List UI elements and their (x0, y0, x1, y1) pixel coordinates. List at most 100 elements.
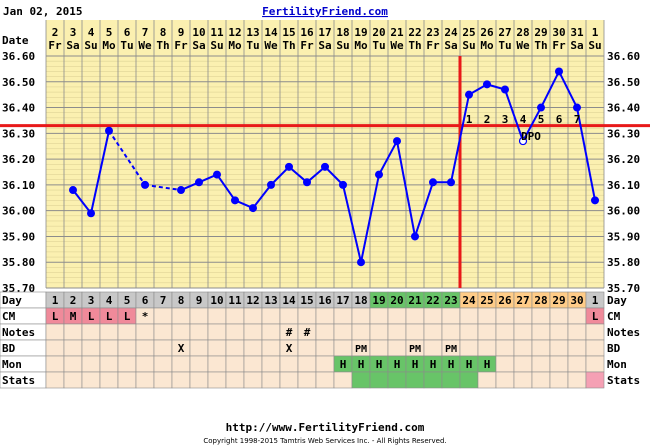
weekday-tick-label: Sa (66, 39, 79, 52)
notes-cell (81, 323, 101, 341)
date-tick-label: 9 (178, 26, 185, 39)
data-point (555, 67, 563, 76)
notes-cell (459, 323, 479, 341)
date-tick-label: 3 (70, 26, 77, 39)
stats-cell (441, 371, 461, 389)
cycle-day-cell-text: 11 (228, 294, 242, 307)
notes-cell (99, 323, 119, 341)
notes-cell (207, 323, 227, 341)
cycle-day-cell-text: 4 (106, 294, 113, 307)
bd-cell (261, 339, 281, 357)
bd-cell-text: PM (355, 344, 367, 355)
cm-cell (513, 307, 533, 325)
cm-cell (189, 307, 209, 325)
cycle-day-cell-text: 19 (372, 294, 385, 307)
row-label-mon: Mon (2, 358, 22, 371)
weekday-tick-label: Tu (120, 39, 133, 52)
notes-cell (171, 323, 191, 341)
stats-cell (117, 371, 137, 389)
notes-cell (243, 323, 263, 341)
cm-cell-text: L (88, 310, 95, 323)
cm-cell-text: L (106, 310, 113, 323)
notes-cell-text: # (286, 326, 293, 339)
series-segment (72, 189, 92, 214)
data-point (483, 80, 491, 89)
y-tick-label-right: 36.10 (607, 179, 640, 192)
bd-cell (297, 339, 317, 357)
mon-cell (261, 355, 281, 373)
site-link[interactable]: FertilityFriend.com (262, 5, 388, 18)
footer-url[interactable]: http://www.FertilityFriend.com (226, 421, 425, 434)
notes-cell (351, 323, 371, 341)
plot-background (46, 20, 604, 288)
stats-cell (387, 371, 407, 389)
series-segment (576, 107, 596, 201)
date-tick-label: 30 (552, 26, 565, 39)
stats-cell (315, 371, 335, 389)
data-point (429, 178, 437, 187)
y-tick-label-left: 36.60 (2, 50, 35, 63)
date-tick-label: 20 (372, 26, 385, 39)
mon-cell-text: H (484, 358, 491, 371)
date-tick-label: 25 (462, 26, 475, 39)
series-segment (540, 71, 560, 109)
bd-cell (495, 339, 515, 357)
mon-cell (171, 355, 191, 373)
date-tick-label: 8 (160, 26, 167, 39)
data-point (141, 180, 149, 189)
bd-cell (117, 339, 137, 357)
cycle-day-cell-text: 7 (160, 294, 167, 307)
data-point (231, 196, 239, 205)
row-label-right-notes: Notes (607, 326, 640, 339)
notes-cell (117, 323, 137, 341)
cycle-day-cell-text: 14 (282, 294, 296, 307)
date-tick-label: 22 (408, 26, 421, 39)
notes-cell (333, 323, 353, 341)
cycle-day-cell-text: 21 (408, 294, 422, 307)
y-tick-label-right: 35.70 (607, 282, 640, 295)
bd-cell (63, 339, 83, 357)
stats-cell (333, 371, 353, 389)
data-point (393, 137, 401, 146)
date-tick-label: 23 (426, 26, 439, 39)
series-segment (342, 184, 362, 263)
series-segment (252, 184, 272, 209)
plot-grid (45, 20, 605, 289)
stats-cell (495, 371, 515, 389)
cycle-day-cell-text: 24 (462, 294, 476, 307)
series-segment (378, 140, 398, 176)
y-tick-label-left: 36.20 (2, 153, 35, 166)
mon-cell (135, 355, 155, 373)
stats-cell (279, 371, 299, 389)
reference-lines (0, 56, 650, 288)
date-tick-label: 16 (300, 26, 314, 39)
date-tick-label: 27 (498, 26, 511, 39)
row-label-bd: BD (2, 342, 16, 355)
data-point (339, 180, 347, 189)
notes-cell (63, 323, 83, 341)
data-point (411, 232, 419, 241)
cycle-day-cell-text: 10 (210, 294, 223, 307)
dpo-text: DPO (521, 130, 541, 143)
bd-cell (477, 339, 497, 357)
date-tick-label: 1 (592, 26, 599, 39)
weekday-tick-label: Su (462, 39, 475, 52)
stats-cell (477, 371, 497, 389)
data-point (285, 162, 293, 171)
series-segment (216, 174, 236, 201)
cycle-day-cell-text: 18 (354, 294, 367, 307)
y-tick-label-left: 36.00 (2, 205, 35, 218)
y-tick-label-right: 36.60 (607, 50, 640, 63)
cycle-day-cell-text: 28 (534, 294, 547, 307)
y-tick-label-right: 35.80 (607, 256, 640, 269)
data-point (357, 258, 365, 267)
weekday-tick-label: We (264, 39, 278, 52)
cycle-day-cell-text: 25 (480, 294, 493, 307)
date-tick-label: 10 (192, 26, 205, 39)
notes-cell (441, 323, 461, 341)
stats-cell (171, 371, 191, 389)
bd-cell (81, 339, 101, 357)
notes-cell (495, 323, 515, 341)
dpo-label: 1 (466, 113, 473, 126)
